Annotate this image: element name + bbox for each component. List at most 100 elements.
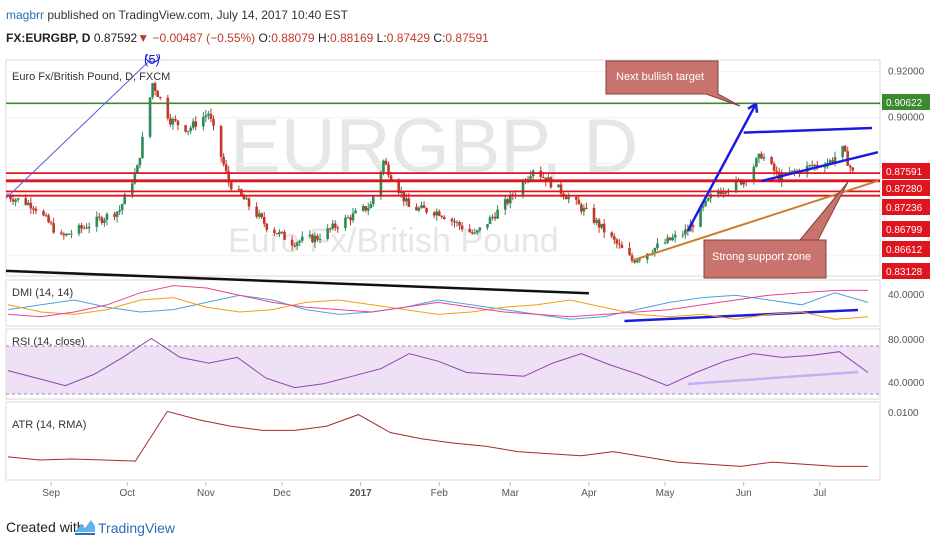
candle-body bbox=[351, 213, 355, 221]
candle-body bbox=[369, 204, 373, 209]
candle-body bbox=[148, 97, 152, 137]
watermark-description: Euro Fx/British Pound bbox=[228, 222, 559, 260]
candle-body bbox=[681, 234, 685, 236]
candle-body bbox=[762, 157, 766, 159]
candle-body bbox=[460, 225, 464, 230]
chart-area[interactable]: EURGBP, D Euro Fx/British Pound Euro Fx/… bbox=[0, 54, 932, 510]
atr-line bbox=[7, 410, 868, 467]
candle-body bbox=[156, 90, 159, 97]
candle-body bbox=[760, 153, 763, 159]
candle-body bbox=[207, 113, 210, 116]
candle-body bbox=[361, 206, 365, 211]
candle-body bbox=[245, 198, 248, 200]
candle-body bbox=[470, 232, 474, 234]
candle-body bbox=[34, 208, 38, 211]
time-axis bbox=[6, 482, 880, 504]
time-tick-label: Dec bbox=[273, 488, 291, 499]
created-with-text: Created with bbox=[6, 519, 85, 535]
candle-body bbox=[564, 196, 568, 200]
candle-body bbox=[118, 210, 121, 212]
time-tick-label: May bbox=[656, 488, 675, 499]
author-link[interactable]: magbrr bbox=[6, 8, 45, 22]
support-callout[interactable]: Strong support zone bbox=[703, 181, 849, 279]
wave-trendline bbox=[5, 57, 153, 199]
candle-body bbox=[204, 115, 208, 118]
price-label-box bbox=[882, 241, 930, 257]
candle-body bbox=[77, 225, 81, 234]
candle-body bbox=[209, 113, 213, 120]
candle-body bbox=[435, 211, 439, 216]
candle-body bbox=[666, 237, 669, 243]
candle-body bbox=[133, 172, 137, 184]
dmi-tick: 40.0000 bbox=[888, 290, 925, 301]
candle-body bbox=[67, 233, 71, 235]
price-label-box bbox=[882, 199, 930, 215]
candle-body bbox=[311, 234, 314, 243]
candle-body bbox=[280, 231, 284, 233]
channel-upper-line bbox=[743, 126, 873, 134]
candle-body bbox=[425, 208, 428, 213]
candle-body bbox=[399, 192, 403, 194]
candle-body bbox=[633, 260, 636, 263]
candle-body bbox=[638, 259, 641, 261]
candle-body bbox=[278, 231, 281, 234]
watermark-symbol: EURGBP, D bbox=[230, 104, 638, 189]
candle-body bbox=[331, 223, 335, 229]
dmi-series-line bbox=[7, 297, 869, 320]
candle-body bbox=[115, 211, 119, 217]
symbol-name[interactable]: FX:EURGBP, D bbox=[6, 31, 91, 45]
candle-body bbox=[404, 198, 408, 202]
candle-body bbox=[473, 232, 477, 234]
close-label: C: bbox=[433, 31, 446, 45]
down-arrow-icon: ▼ bbox=[137, 31, 150, 45]
candle-body bbox=[186, 130, 190, 132]
candle-body bbox=[219, 125, 223, 157]
tradingview-logo-icon[interactable] bbox=[74, 518, 96, 536]
candle-body bbox=[103, 219, 106, 223]
candle-body bbox=[488, 217, 492, 224]
candle-body bbox=[290, 239, 294, 246]
candle-body bbox=[82, 227, 86, 229]
time-ticks[interactable]: Sep Oct Nov Dec 2017 Feb Mar Apr May Jun Jul bbox=[42, 482, 826, 499]
candle-body bbox=[260, 213, 263, 218]
orange-trendline bbox=[631, 179, 879, 262]
candle-body bbox=[541, 176, 545, 178]
candle-body bbox=[585, 207, 588, 209]
tradingview-brand[interactable]: TradingView bbox=[98, 520, 176, 536]
candle-body bbox=[602, 223, 606, 233]
candle-body bbox=[47, 215, 50, 223]
candle-body bbox=[574, 196, 578, 200]
price-label-text: 0.83128 bbox=[886, 267, 923, 278]
candle-body bbox=[671, 237, 674, 241]
candle-body bbox=[663, 242, 667, 244]
candle-body bbox=[615, 239, 619, 244]
candle-body bbox=[580, 204, 583, 212]
high-value: 0.88169 bbox=[329, 31, 374, 45]
candle-body bbox=[113, 213, 116, 217]
candle-body bbox=[42, 210, 45, 216]
atr-pane[interactable] bbox=[5, 401, 881, 481]
candle-body bbox=[153, 83, 157, 91]
chart-header: magbrr published on TradingView.com, Jul… bbox=[0, 0, 932, 54]
candle-body bbox=[521, 180, 525, 195]
target-callout[interactable]: Next bullish target bbox=[605, 60, 741, 107]
wave-circle bbox=[145, 54, 161, 63]
candle-body bbox=[176, 120, 180, 126]
price-change: −0.00487 (−0.55%) bbox=[152, 31, 256, 45]
candle-body bbox=[131, 183, 134, 195]
candle-body bbox=[123, 194, 126, 205]
main-pane-title: Euro Fx/British Pound, D, FXCM bbox=[12, 71, 170, 83]
candle-body bbox=[100, 217, 104, 223]
candle-body bbox=[336, 227, 340, 229]
candle-body bbox=[717, 191, 720, 195]
time-tick-label: Oct bbox=[119, 488, 135, 499]
price-axis[interactable]: 0.92000 0.90000 0.90622 0.87591 0.87280 0.872… bbox=[882, 67, 930, 279]
rsi-title: RSI (14, close) bbox=[12, 336, 85, 348]
channel-lower-line bbox=[761, 150, 879, 183]
candle-body bbox=[455, 222, 459, 224]
price-label-box bbox=[882, 94, 930, 110]
candle-body bbox=[775, 170, 778, 172]
candle-body bbox=[283, 231, 286, 240]
candle-body bbox=[841, 145, 844, 158]
candle-body bbox=[722, 192, 725, 194]
